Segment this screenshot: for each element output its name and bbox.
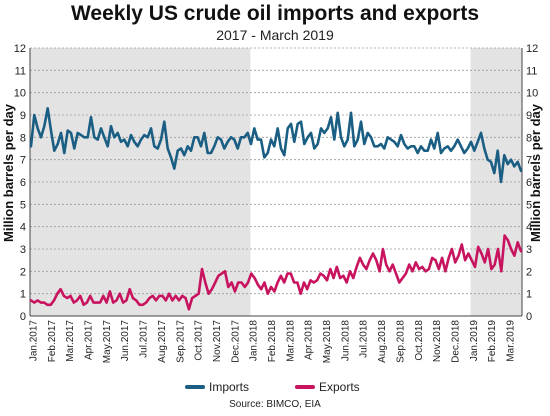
x-tick-label: Dec.2018 [450, 320, 461, 363]
y-tick-label-left: 7 [20, 155, 26, 167]
x-tick-label: Oct.2018 [414, 320, 425, 361]
x-tick-label: May.2017 [102, 320, 113, 364]
y-tick-label-left: 4 [20, 222, 26, 234]
y-tick-label-left: 6 [20, 177, 26, 189]
y-tick-label-left: 8 [20, 132, 26, 144]
x-tick-label: Jul.2017 [139, 320, 150, 358]
x-tick-label: Mar.2018 [285, 320, 296, 362]
y-tick-label-right: 3 [526, 244, 532, 256]
y-tick-label-right: 0 [526, 311, 532, 323]
y-tick-label-right: 4 [526, 222, 532, 234]
x-tick-label: Dec.2017 [230, 320, 241, 363]
y-tick-label-left: 1 [20, 289, 26, 301]
chart-subtitle: 2017 - March 2019 [216, 27, 334, 43]
x-tick-label: Apr.2018 [304, 320, 315, 360]
y-tick-label-left: 9 [20, 110, 26, 122]
y-tick-label-left: 11 [15, 65, 26, 77]
x-tick-label: Sep.2018 [395, 320, 406, 363]
chart-title: Weekly US crude oil imports and exports [70, 2, 480, 25]
y-tick-label-right: 12 [526, 43, 538, 55]
series-line-imports [29, 107, 523, 184]
y-tick-label-left: 2 [20, 266, 26, 278]
series-line-exports [29, 234, 523, 311]
y-tick-label-right: 11 [526, 65, 537, 77]
x-tick-label: Jan.2019 [469, 320, 480, 362]
y-tick-label-left: 5 [20, 199, 26, 211]
y-tick-label-left: 3 [20, 244, 26, 256]
x-tick-label: Nov.2017 [212, 320, 223, 363]
series-lines [29, 107, 523, 311]
y-tick-label-right: 10 [526, 88, 538, 100]
y-axis-label-left: Million barrels per day [1, 103, 16, 242]
x-tick-label: Jan.2017 [29, 320, 40, 362]
legend-label-exports: Exports [319, 380, 360, 394]
y-tick-label-right: 8 [526, 132, 532, 144]
x-tick-label: Feb.2017 [47, 320, 58, 363]
y-tick-label-left: 12 [14, 43, 26, 55]
y-tick-label-right: 7 [526, 155, 532, 167]
x-tick-label: Aug.2018 [377, 320, 388, 363]
legend-label-imports: Imports [209, 380, 249, 394]
x-tick-label: Jun.2018 [340, 320, 351, 362]
x-tick-label: Mar.2017 [65, 320, 76, 362]
x-tick-label: Aug.2017 [157, 320, 168, 363]
y-tick-label-right: 6 [526, 177, 532, 189]
x-tick-label: Sep.2017 [175, 320, 186, 363]
x-tick-label: Mar.2019 [506, 320, 517, 362]
x-tick-label: Apr.2017 [84, 320, 95, 360]
x-tick-label: May.2018 [322, 320, 333, 364]
y-axis-label-right: Million barrels per day [528, 103, 543, 242]
y-tick-label-right: 5 [526, 199, 532, 211]
x-tick-label: Nov.2018 [432, 320, 443, 363]
x-tick-label: Jun.2017 [120, 320, 131, 362]
y-tick-label-right: 2 [526, 266, 532, 278]
chart-source: Source: BIMCO, EIA [229, 399, 321, 410]
y-tick-label-left: 10 [14, 88, 26, 100]
legend: Imports Exports [185, 380, 360, 394]
x-tick-label: Feb.2019 [487, 320, 498, 363]
x-tick-label: Oct.2017 [194, 320, 205, 361]
x-tick-label: Jul.2018 [359, 320, 370, 358]
y-tick-label-right: 9 [526, 110, 532, 122]
x-tick-label: Jan.2018 [249, 320, 260, 362]
x-tick-label: Feb.2018 [267, 320, 278, 363]
y-tick-label-left: 0 [20, 311, 26, 323]
y-tick-label-right: 1 [526, 289, 532, 301]
